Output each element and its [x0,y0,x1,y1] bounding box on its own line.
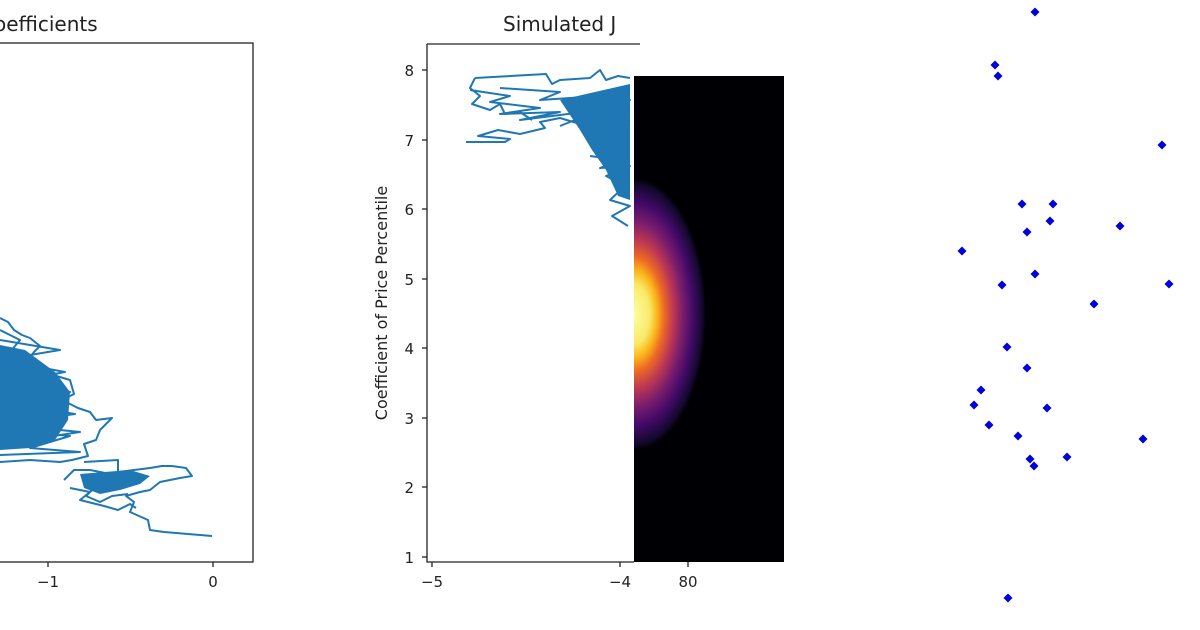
scatter-point [993,71,1003,81]
scatter-point [1115,221,1125,231]
x-tick-label: 80 [678,573,697,591]
y-tick-label: 7 [404,132,414,150]
scatter-point [1157,140,1167,150]
y-axis-ticks [422,69,621,567]
y-tick-label: 3 [404,410,414,428]
scatter-point [1089,299,1099,309]
y-tick-label: 2 [404,479,414,497]
y-tick-label: 8 [404,62,414,80]
x-tick-label: −4 [609,573,631,591]
density-heatmap [634,76,784,562]
plot-frame [426,43,640,563]
x-axis [47,562,214,567]
scatter-point [1164,279,1174,289]
scatter-point [1062,452,1072,462]
scatter-point [1030,269,1040,279]
scatter-point [969,400,979,410]
plot-frame [0,42,254,563]
scatter-point [1029,461,1039,471]
heatmap-density [634,76,784,562]
y-axis-label: Coefficient of Price Percentile [372,186,391,420]
scatter-point [997,280,1007,290]
scatter-point [1003,593,1013,603]
x-tick-label: −1 [37,573,59,591]
scatter-point [957,246,967,256]
scatter-point [1013,431,1023,441]
scatter-point [1025,454,1035,464]
scatter-point [1138,434,1148,444]
y-tick-label: 5 [404,271,414,289]
y-tick-label: 4 [404,340,414,358]
simulated-trace-chart: Simulated J 8 7 6 5 4 3 2 1 −5 −4 Coeffi… [372,12,640,591]
chart-title: Simulated J [503,12,616,36]
scatter-point [976,385,986,395]
x-tick-label: −5 [421,573,443,591]
scatter-point [1022,227,1032,237]
coefficients-trace-chart: oefficients −1 0 [0,12,254,591]
scatter-point [1045,216,1055,226]
x-tick-label: 0 [208,573,218,591]
scatter-point [1048,199,1058,209]
trace-dense-cluster [0,345,150,494]
heatmap-axis: 80 [678,562,698,591]
scatter-point [990,60,1000,70]
scatter-point [1042,403,1052,413]
y-tick-label: 1 [404,549,414,567]
scatter-point [1002,342,1012,352]
chart-title: oefficients [0,12,98,36]
scatter-point [1022,363,1032,373]
trace-dense-cluster [560,84,630,200]
scatter-point [1017,199,1027,209]
scatter-point [1030,7,1040,17]
scatter-point [984,420,994,430]
y-tick-label: 6 [404,201,414,219]
